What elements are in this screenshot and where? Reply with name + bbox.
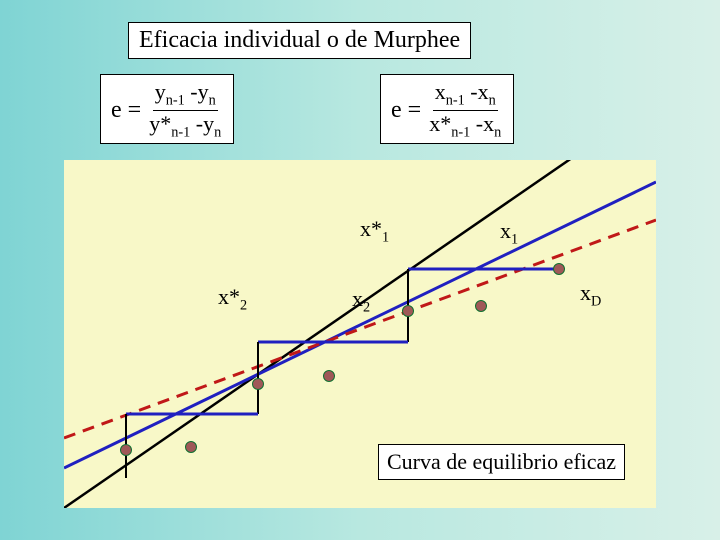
label-x1: x1 bbox=[500, 218, 518, 248]
equation-x-box: e = xn-1 -xn x*n-1 -xn bbox=[380, 74, 514, 144]
eq-curve-label-box: Curva de equilibrio eficaz bbox=[378, 444, 625, 480]
label-xstar1: x*1 bbox=[360, 216, 389, 246]
title-box: Eficacia individual o de Murphee bbox=[128, 22, 471, 59]
eq1-fraction: yn-1 -yn y*n-1 -yn bbox=[147, 81, 223, 139]
label-xstar2: x*2 bbox=[218, 284, 247, 314]
equation-y-box: e = yn-1 -yn y*n-1 -yn bbox=[100, 74, 234, 144]
eq-curve-label: Curva de equilibrio eficaz bbox=[387, 449, 616, 474]
eq1-lhs: e = bbox=[111, 97, 141, 124]
diagram-area: x*1 x1 x*2 x2 xD Curva de equilibrio efi… bbox=[64, 160, 656, 508]
eq2-fraction: xn-1 -xn x*n-1 -xn bbox=[427, 81, 503, 139]
label-xd: xD bbox=[580, 280, 601, 310]
label-x2: x2 bbox=[352, 286, 370, 316]
title-text: Eficacia individual o de Murphee bbox=[139, 27, 460, 53]
eq2-lhs: e = bbox=[391, 97, 421, 124]
